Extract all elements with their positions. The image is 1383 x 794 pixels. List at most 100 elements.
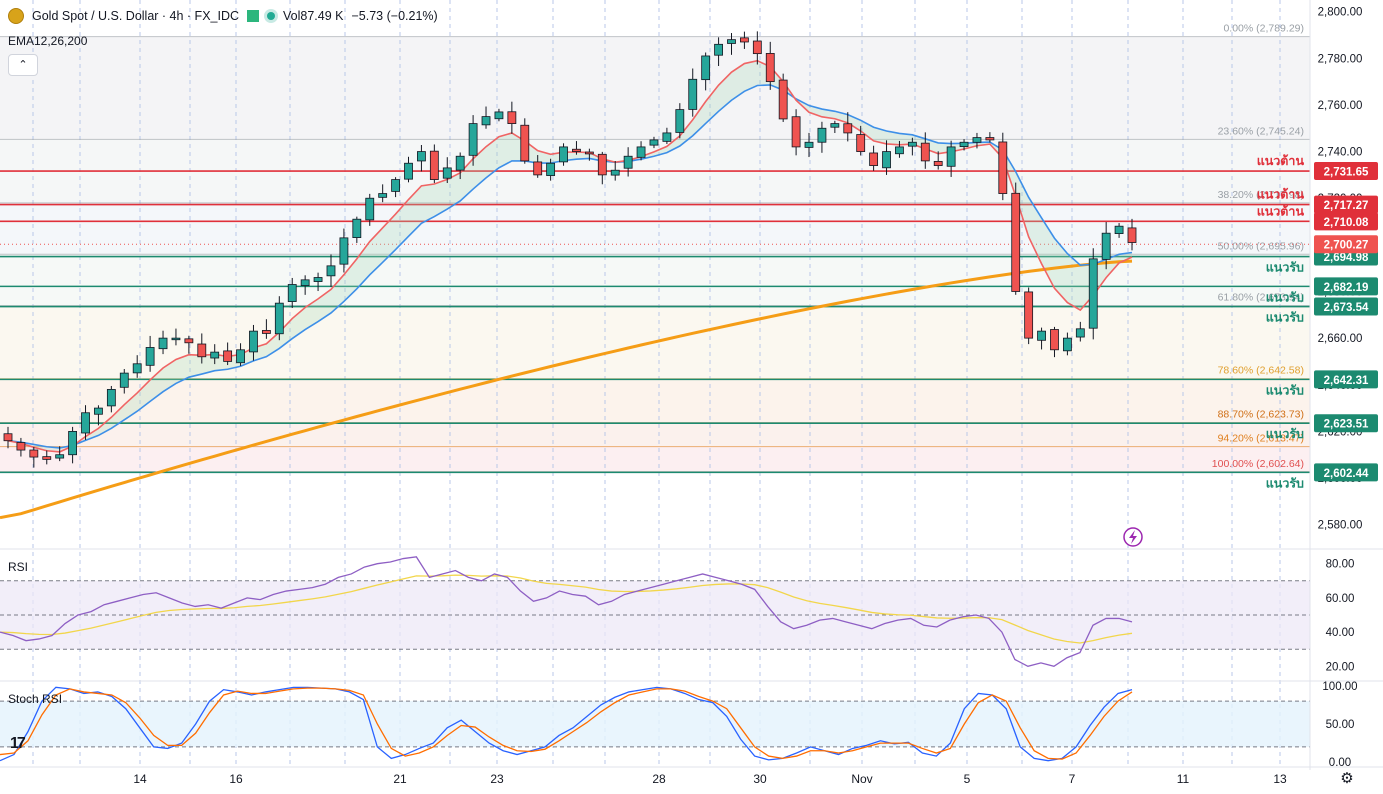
ema-12-line	[7, 59, 1133, 453]
price-tag-box	[1314, 297, 1378, 316]
current-price-box	[1314, 235, 1378, 254]
candle-body	[559, 146, 568, 163]
candle-body	[791, 116, 801, 148]
candle	[920, 132, 930, 169]
candle-body	[132, 363, 142, 374]
fib-zone	[0, 422, 1310, 447]
candle-body	[106, 389, 116, 407]
candle	[300, 275, 310, 295]
rsi-tick-label: 40.00	[1326, 627, 1355, 639]
price-tick-label: 2,800.00	[1318, 7, 1363, 19]
candle	[804, 132, 814, 158]
candle-body	[869, 152, 879, 166]
candle	[701, 52, 711, 91]
tradingview-logo-icon[interactable]: 17	[10, 735, 26, 752]
candle-body	[830, 123, 840, 128]
price-tag-box	[1314, 195, 1378, 214]
candle-body	[1050, 329, 1059, 351]
candle	[636, 141, 646, 161]
candle-body	[184, 338, 194, 344]
candle	[907, 137, 917, 156]
support-label: แนวรับ	[1266, 289, 1304, 304]
candle-body	[610, 169, 620, 176]
symbol-title[interactable]: Gold Spot / U.S. Dollar · 4h · FX_IDC	[32, 9, 240, 23]
candle	[158, 330, 168, 355]
candle	[972, 132, 982, 149]
rsi-tick-label: 80.00	[1326, 559, 1355, 571]
candle-body	[1127, 227, 1137, 243]
candle	[339, 228, 349, 273]
candle-body	[946, 146, 956, 167]
candle-body	[339, 237, 349, 265]
time-tick-label: 21	[393, 772, 407, 786]
time-tick-label: 23	[490, 772, 504, 786]
indicator-legend[interactable]: EMA12,26,200	[8, 34, 88, 48]
market-status-icon[interactable]	[247, 10, 260, 22]
candle-body	[856, 134, 866, 152]
candle	[856, 125, 866, 156]
price-tag-text: 2,694.98	[1324, 252, 1369, 264]
candle	[197, 333, 207, 364]
candle	[843, 112, 853, 142]
candle	[1114, 223, 1124, 238]
candle	[429, 144, 439, 184]
resistance-label: แนวต้าน	[1257, 187, 1305, 202]
candle	[1101, 222, 1111, 270]
candle	[391, 177, 400, 198]
candle-body	[378, 193, 388, 198]
candle	[352, 216, 362, 243]
candle-body	[365, 197, 375, 221]
support-label: แนวรับ	[1266, 426, 1304, 441]
candle	[365, 193, 375, 226]
candle	[597, 151, 607, 185]
candle-body	[907, 141, 917, 147]
candle	[417, 144, 426, 172]
candle	[494, 108, 504, 122]
time-tick-label: 28	[652, 772, 666, 786]
chevron-up-icon[interactable]: ⌃	[8, 54, 38, 76]
price-tick-label: 2,760.00	[1318, 100, 1363, 112]
price-tag: 2,731.65	[1314, 162, 1378, 181]
price-tag: 2,623.51	[1314, 414, 1378, 433]
flash-icon-bolt	[1129, 530, 1137, 544]
candle	[688, 68, 698, 117]
stoch-rsi-pane-label[interactable]: Stoch RSI	[8, 692, 63, 706]
price-tag-box	[1314, 414, 1378, 433]
candle	[171, 328, 181, 346]
candle	[623, 147, 633, 177]
resistance-label: แนวต้าน	[1257, 203, 1305, 218]
candle	[933, 151, 943, 170]
candle-body	[236, 349, 245, 364]
price-tag-text: 2,602.44	[1324, 468, 1369, 480]
candle-body	[261, 330, 271, 334]
candle-body	[752, 40, 762, 55]
price-tick-label: 2,580.00	[1318, 520, 1363, 532]
ema-200-line	[0, 259, 1133, 520]
candle	[675, 103, 685, 139]
price-tick-label: 2,780.00	[1318, 53, 1363, 65]
candle	[610, 161, 620, 181]
candle	[533, 155, 543, 178]
fib-zone	[0, 378, 1310, 423]
candle	[998, 132, 1008, 201]
price-tag-text: 2,717.27	[1324, 200, 1369, 212]
candle-body	[507, 111, 517, 124]
candle	[184, 335, 194, 354]
rsi-pane-label[interactable]: RSI	[8, 560, 29, 574]
candle-body	[249, 330, 258, 353]
fib-zone	[0, 446, 1310, 472]
candle-body	[313, 277, 323, 282]
gear-icon[interactable]: ⚙	[1340, 770, 1354, 787]
candle	[404, 156, 413, 183]
candle-body	[920, 142, 930, 162]
support-label: แนวรับ	[1266, 260, 1304, 275]
live-dot-icon	[267, 12, 276, 20]
candle-body	[55, 454, 65, 459]
candle-body	[765, 53, 775, 83]
rsi-tick-label: 20.00	[1326, 661, 1355, 673]
candle-body	[81, 412, 90, 434]
candle-body	[701, 55, 711, 81]
candle-body	[1088, 258, 1098, 329]
candle-body	[740, 37, 749, 43]
price-tag: 2,710.08	[1314, 212, 1378, 231]
